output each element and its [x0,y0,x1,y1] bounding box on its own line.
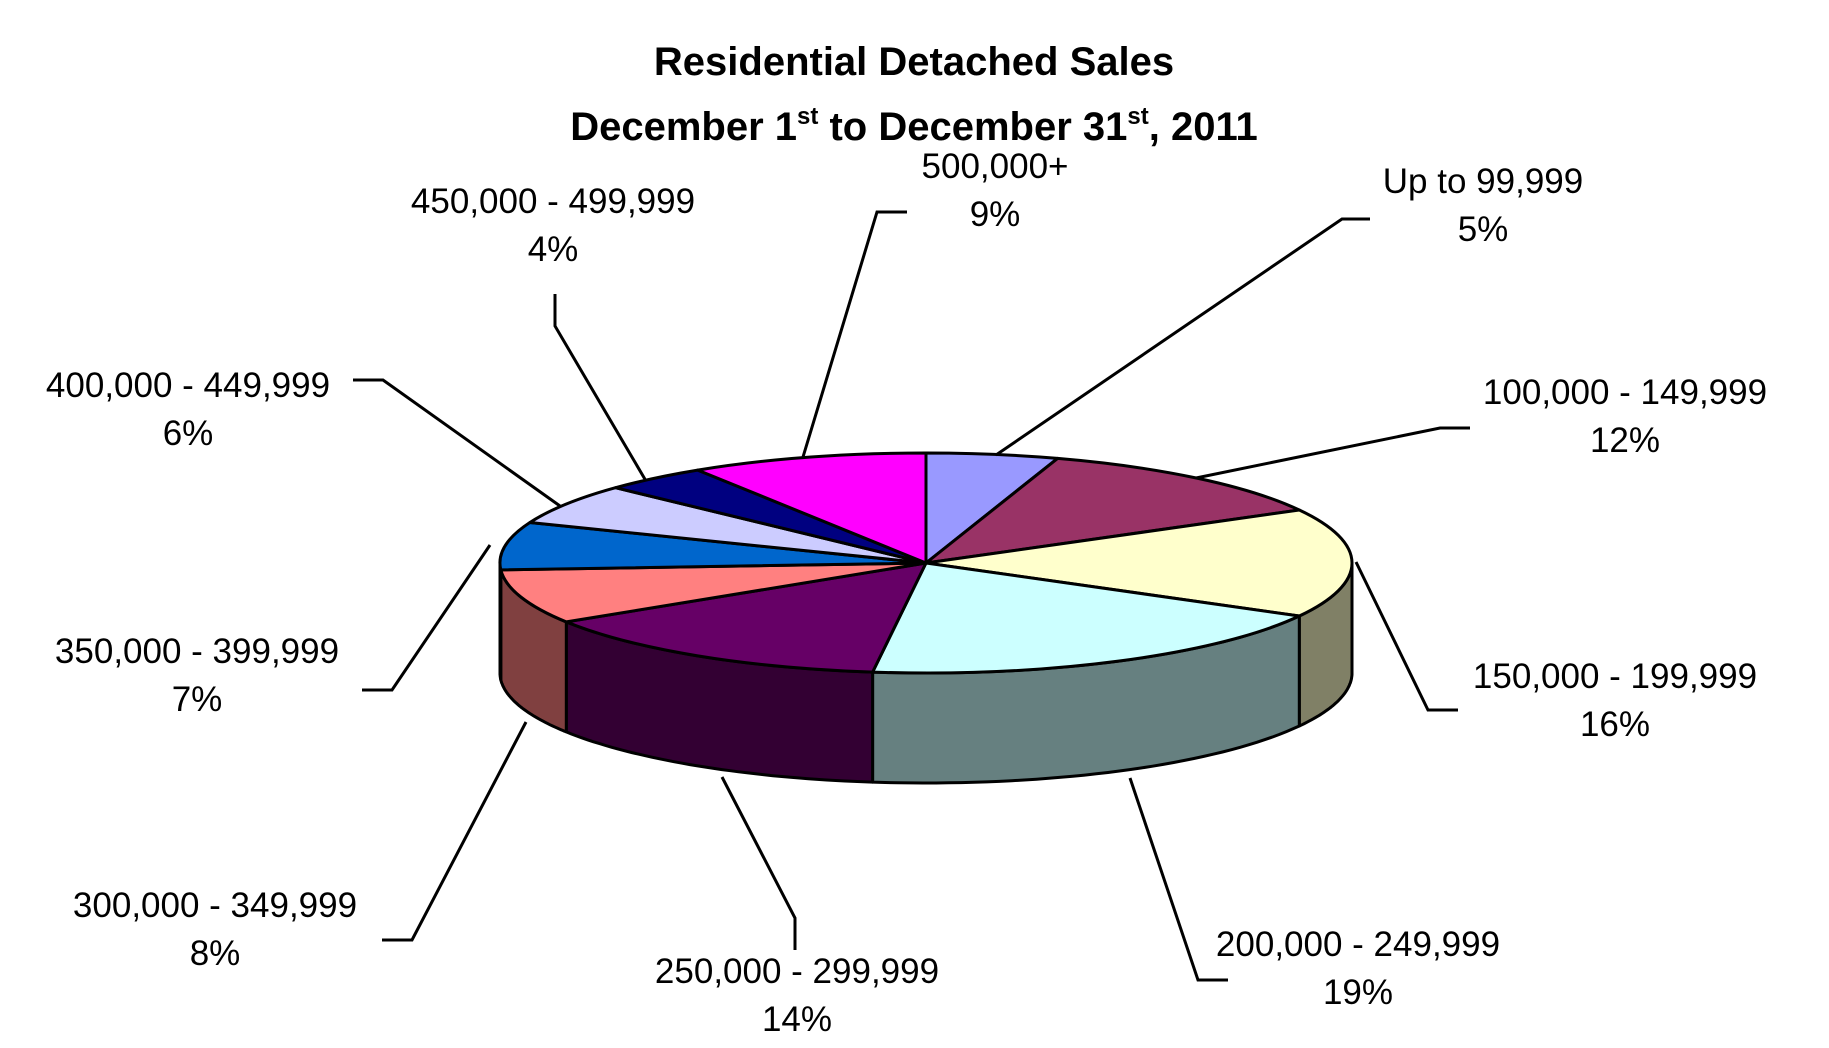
slice-percent-2: 12% [1590,421,1660,460]
slice-label-3: 150,000 - 199,999 [1473,657,1757,696]
leader-line-4 [1128,777,1228,982]
leader-line-1 [995,217,1370,457]
slice-percent-10: 9% [970,195,1021,234]
slice-label-5: 250,000 - 299,999 [655,952,939,991]
slice-label-4: 200,000 - 249,999 [1216,925,1500,964]
leader-lines [353,210,1470,982]
pie-side-7 [498,561,503,682]
slice-percent-7: 7% [172,680,223,719]
pie-top-faces [498,451,1354,675]
slice-label-7: 350,000 - 399,999 [55,632,339,671]
slice-percent-9: 4% [528,230,579,269]
chart-subtitle: December 1st to December 31st, 2011 [570,103,1258,149]
slice-labels: Up to 99,999 5% 100,000 - 149,999 12% 150,00… [46,147,1767,1039]
chart-title: Residential Detached Sales [654,40,1174,84]
slice-label-9: 450,000 - 499,999 [411,182,695,221]
slice-label-2: 100,000 - 149,999 [1483,373,1767,412]
slice-percent-6: 8% [190,934,241,973]
slice-percent-4: 19% [1323,973,1393,1012]
pie-slice-5 [564,561,928,674]
leader-line-6 [382,721,528,942]
slice-label-10: 500,000+ [922,147,1069,186]
slice-label-8: 400,000 - 449,999 [46,366,330,405]
slice-label-6: 300,000 - 349,999 [73,886,357,925]
leader-line-9 [553,294,648,482]
slice-percent-1: 5% [1458,210,1509,249]
slice-label-1: Up to 99,999 [1383,162,1583,201]
pie-slice-3 [924,508,1354,618]
leader-line-5 [720,776,797,950]
slice-percent-5: 14% [762,1000,832,1039]
pie-slice-10 [696,451,928,565]
leader-line-10 [801,210,907,458]
pie-slice-8 [528,486,928,565]
slice-percent-3: 16% [1580,705,1650,744]
leader-line-7 [362,544,492,692]
pie-slice-6 [499,561,928,624]
leader-line-2 [1195,426,1470,480]
leader-line-3 [1354,561,1458,712]
pie-slice-7 [498,521,928,572]
pie-slice-4 [871,561,1301,675]
slice-percent-8: 6% [163,414,214,453]
leader-line-8 [353,378,561,508]
